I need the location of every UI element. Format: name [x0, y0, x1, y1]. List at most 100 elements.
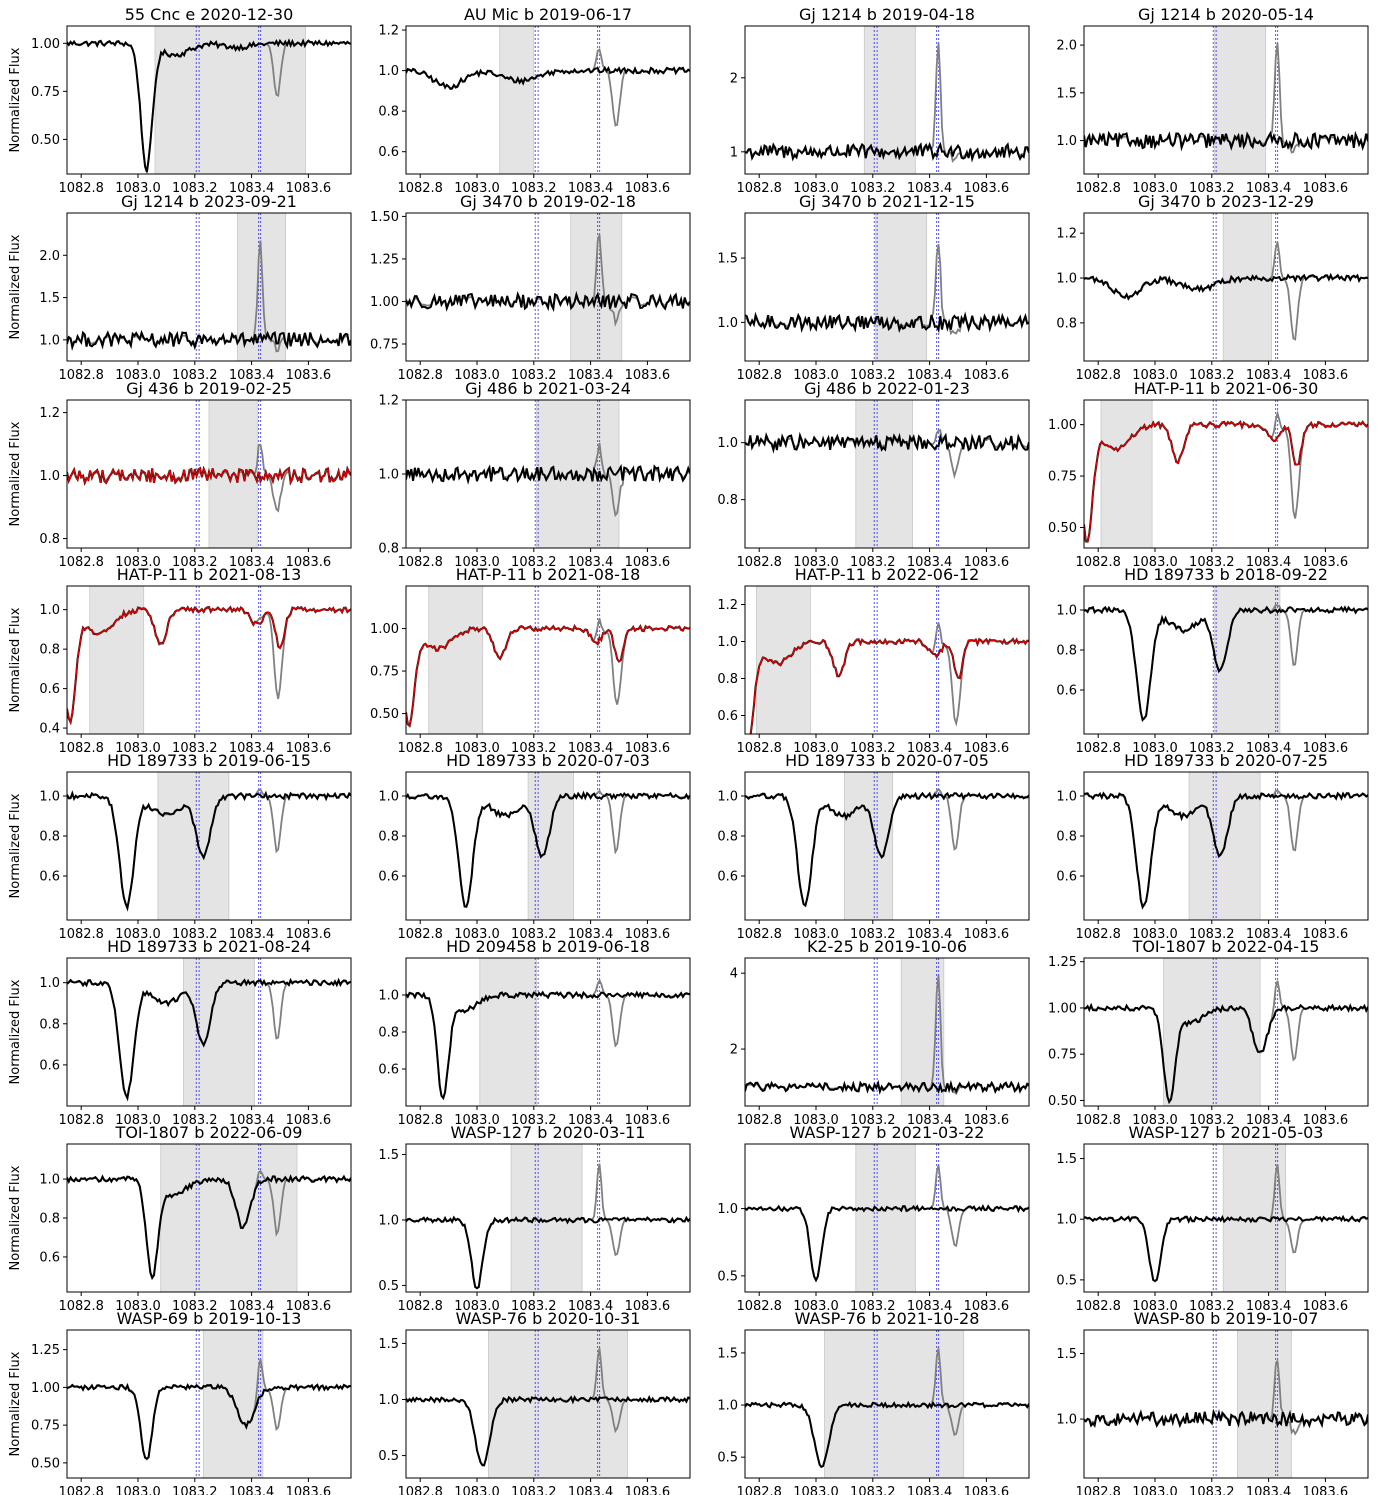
x-tick-label: 1082.8	[736, 1113, 782, 1128]
x-tick-label: 1082.8	[1075, 368, 1121, 383]
panel-title: HD 209458 b 2019-06-18	[446, 937, 650, 956]
x-tick-label: 1083.2	[172, 555, 218, 570]
panel-18: HD 189733 b 2020-07-03 1082.8 1083.0 1083.2…	[378, 751, 691, 942]
panel-title: Gj 1214 b 2020-05-14	[1138, 5, 1314, 24]
x-tick-label: 1083.2	[511, 181, 557, 196]
x-tick-label: 1082.8	[736, 181, 782, 196]
x-tick-label: 1083.6	[286, 927, 332, 942]
x-tick-label: 1083.2	[850, 1113, 896, 1128]
y-tick-label: 0.5	[378, 1279, 399, 1294]
x-tick-label: 1083.0	[793, 1299, 839, 1314]
y-tick-label: 0.50	[370, 707, 399, 722]
y-axis-label: Normalized Flux	[8, 793, 23, 898]
panel-20: HD 189733 b 2020-07-25 1082.8 1083.0 1083.2…	[1056, 751, 1369, 942]
y-tick-label: 1.00	[31, 1381, 60, 1396]
x-tick-label: 1082.8	[1075, 1113, 1121, 1128]
axes-frame	[744, 212, 1030, 362]
x-tick-label: 1083.6	[625, 1485, 671, 1495]
x-tick-label: 1083.4	[907, 1299, 953, 1314]
x-tick-label: 1083.0	[115, 368, 161, 383]
x-tick-label: 1083.4	[229, 368, 275, 383]
y-tick-label: 0.75	[31, 1419, 60, 1434]
shaded-region	[855, 399, 913, 549]
panel-title: Gj 486 b 2022-01-23	[804, 379, 970, 398]
x-tick-label: 1082.8	[397, 927, 443, 942]
observed-spectrum-line	[1084, 791, 1368, 910]
y-axis-label: Normalized Flux	[8, 607, 23, 712]
y-tick-label: 0.5	[1056, 1273, 1077, 1288]
panel-title: HD 189733 b 2019-06-15	[107, 751, 311, 770]
x-tick-label: 1083.6	[1303, 368, 1349, 383]
x-tick-label: 1083.6	[286, 181, 332, 196]
y-tick-label: 0.50	[31, 1456, 60, 1471]
x-tick-label: 1083.6	[1303, 1113, 1349, 1128]
x-tick-label: 1083.4	[568, 1299, 614, 1314]
observed-spectrum-line	[1084, 1408, 1368, 1429]
panel-30: WASP-76 b 2020-10-31 1082.8 1083.0 1083.2 10…	[378, 1309, 691, 1495]
observed-spectrum-line	[406, 65, 690, 90]
shaded-region	[875, 212, 928, 362]
x-tick-label: 1083.4	[568, 555, 614, 570]
y-tick-label: 1.0	[1056, 1213, 1077, 1228]
x-tick-label: 1083.0	[1132, 741, 1178, 756]
y-axis-label: Normalized Flux	[8, 47, 23, 152]
shaded-region	[1237, 1329, 1292, 1479]
x-tick-label: 1083.4	[568, 1485, 614, 1495]
shaded-region	[479, 957, 537, 1107]
x-tick-label: 1082.8	[1075, 1299, 1121, 1314]
y-axis-label: Normalized Flux	[8, 1165, 23, 1270]
axes-frame	[1083, 957, 1369, 1107]
x-tick-label: 1083.0	[454, 181, 500, 196]
x-tick-label: 1083.2	[850, 1299, 896, 1314]
y-tick-label: 0.6	[39, 1250, 60, 1265]
y-tick-label: 1.0	[1056, 134, 1077, 149]
x-tick-label: 1083.0	[454, 555, 500, 570]
y-tick-label: 1.0	[378, 468, 399, 483]
x-tick-label: 1083.2	[1189, 741, 1235, 756]
y-tick-label: 1.2	[717, 598, 738, 613]
observed-spectrum-line	[745, 1079, 1029, 1095]
model-spectrum-line	[745, 975, 1029, 1096]
y-tick-label: 0.8	[378, 830, 399, 845]
x-tick-label: 1083.2	[1189, 555, 1235, 570]
y-tick-label: 1.00	[1048, 1001, 1077, 1016]
panel-title: WASP-69 b 2019-10-13	[117, 1309, 302, 1328]
model-spectrum-line	[406, 234, 690, 327]
y-tick-label: 1.0	[717, 436, 738, 451]
panel-title: Gj 3470 b 2023-12-29	[1138, 192, 1314, 211]
y-tick-label: 0.50	[31, 133, 60, 148]
x-tick-label: 1083.4	[568, 741, 614, 756]
y-tick-label: 0.8	[1056, 830, 1077, 845]
x-tick-label: 1083.4	[1246, 741, 1292, 756]
x-tick-label: 1082.8	[58, 181, 104, 196]
x-tick-label: 1082.8	[58, 555, 104, 570]
observed-spectrum-line	[67, 977, 351, 1102]
shaded-region	[154, 25, 306, 175]
y-tick-label: 0.8	[39, 830, 60, 845]
x-tick-label: 1083.2	[1189, 1485, 1235, 1495]
x-tick-label: 1082.8	[58, 1113, 104, 1128]
x-tick-label: 1083.2	[511, 741, 557, 756]
x-tick-label: 1082.8	[397, 1299, 443, 1314]
x-tick-label: 1083.0	[793, 368, 839, 383]
shaded-region	[89, 585, 145, 735]
x-tick-label: 1083.0	[115, 555, 161, 570]
y-tick-label: 1.00	[370, 622, 399, 637]
x-tick-label: 1083.6	[1303, 741, 1349, 756]
x-tick-label: 1083.4	[907, 1113, 953, 1128]
y-tick-label: 0.8	[1056, 316, 1077, 331]
observed-spectrum-line	[745, 1203, 1029, 1283]
x-tick-label: 1082.8	[58, 741, 104, 756]
x-tick-label: 1083.2	[850, 181, 896, 196]
y-tick-label: 0.75	[1048, 470, 1077, 485]
panel-title: 55 Cnc e 2020-12-30	[125, 5, 294, 24]
axes-frame	[1083, 399, 1369, 549]
axes-frame	[405, 212, 691, 362]
x-tick-label: 1083.2	[511, 1485, 557, 1495]
x-tick-label: 1083.4	[229, 741, 275, 756]
y-tick-label: 1.5	[1056, 1347, 1077, 1362]
observed-spectrum-line	[67, 38, 351, 173]
x-tick-label: 1083.2	[511, 555, 557, 570]
panel-title: WASP-127 b 2020-03-11	[451, 1123, 646, 1142]
y-tick-label: 0.6	[39, 682, 60, 697]
